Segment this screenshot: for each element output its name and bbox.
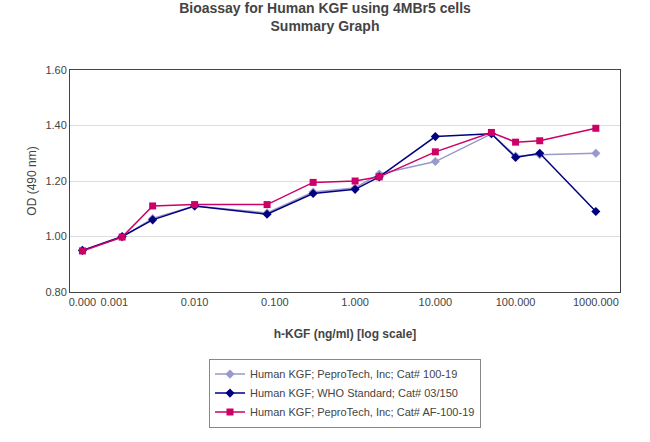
svg-text:Human KGF; WHO Standard; Cat#: Human KGF; WHO Standard; Cat# 03/150 bbox=[250, 387, 458, 399]
svg-text:1.000: 1.000 bbox=[341, 296, 369, 308]
svg-text:1.20: 1.20 bbox=[45, 175, 66, 187]
svg-text:0.100: 0.100 bbox=[261, 296, 289, 308]
svg-text:h-KGF (ng/ml) [log scale]: h-KGF (ng/ml) [log scale] bbox=[274, 327, 417, 341]
svg-text:0.001: 0.001 bbox=[101, 296, 129, 308]
svg-text:0.010: 0.010 bbox=[181, 296, 209, 308]
svg-text:OD (490 nm): OD (490 nm) bbox=[25, 146, 39, 215]
svg-text:Human KGF; PeproTech, Inc; Cat: Human KGF; PeproTech, Inc; Cat# AF-100-1… bbox=[250, 406, 474, 418]
svg-text:1.60: 1.60 bbox=[45, 64, 66, 76]
svg-text:Human KGF; PeproTech, Inc; Cat: Human KGF; PeproTech, Inc; Cat# 100-19 bbox=[250, 368, 457, 380]
svg-text:1000.000: 1000.000 bbox=[573, 296, 619, 308]
svg-text:100.000: 100.000 bbox=[496, 296, 536, 308]
svg-text:1.40: 1.40 bbox=[45, 119, 66, 131]
svg-text:Bioassay for Human KGF using 4: Bioassay for Human KGF using 4MBr5 cells… bbox=[179, 0, 471, 34]
svg-text:10.000: 10.000 bbox=[419, 296, 453, 308]
svg-text:0.000: 0.000 bbox=[69, 296, 97, 308]
svg-text:1.00: 1.00 bbox=[45, 230, 66, 242]
svg-text:0.80: 0.80 bbox=[45, 286, 66, 298]
